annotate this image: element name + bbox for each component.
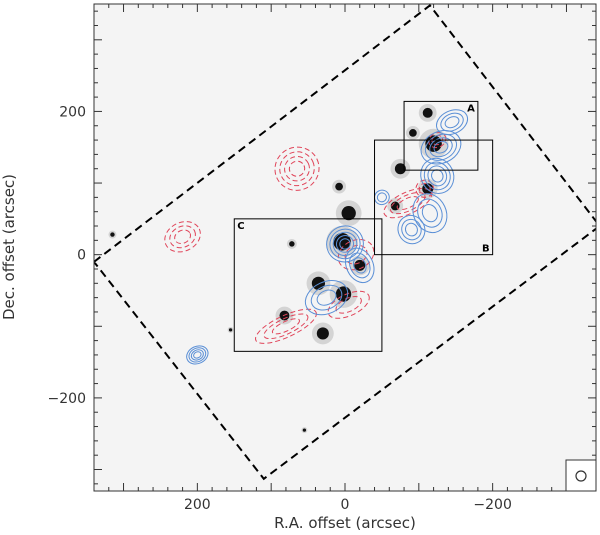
red-contour-7 <box>415 179 435 198</box>
source-7 <box>335 182 343 191</box>
x-axis-title: R.A. offset (arcsec) <box>274 514 416 532</box>
blue-contour-7 <box>352 257 367 274</box>
source-9 <box>333 232 351 251</box>
blue-contour-7 <box>345 247 375 284</box>
blue-contour-9 <box>188 347 207 363</box>
blue-contour-7 <box>348 252 371 279</box>
red-contour-1 <box>279 151 315 187</box>
red-contour-4 <box>344 244 368 265</box>
x-tick-label: −200 <box>473 497 511 513</box>
red-contour-2 <box>174 229 191 244</box>
blue-contour-1 <box>433 140 449 154</box>
source-10 <box>354 259 366 271</box>
red-contour-6 <box>263 313 309 340</box>
red-contour-6 <box>271 318 300 335</box>
blue-contour-4 <box>421 203 438 223</box>
blue-contour-8 <box>310 284 343 311</box>
source-11 <box>311 276 326 290</box>
source-3 <box>409 129 417 137</box>
blue-contour-9 <box>193 351 202 359</box>
source-14 <box>316 327 329 340</box>
red-contour-1 <box>284 156 310 182</box>
box-a-label: A <box>467 103 475 114</box>
x-tick-label: 200 <box>184 497 211 513</box>
blue-contour-2 <box>440 112 464 132</box>
source-17 <box>228 328 233 332</box>
source-4 <box>394 163 406 175</box>
blue-contour-1 <box>429 137 453 158</box>
box-c <box>233 218 383 352</box>
red-contour-1 <box>288 160 306 177</box>
blue-contour-2 <box>444 116 460 129</box>
red-contour-1 <box>274 146 320 191</box>
source-15 <box>289 241 295 247</box>
blue-contour-9 <box>186 345 209 365</box>
red-contour-3 <box>390 192 426 215</box>
box-b-label: B <box>482 244 490 255</box>
source-2 <box>422 107 433 118</box>
blue-contour-5 <box>397 214 426 245</box>
source-12 <box>335 286 352 302</box>
blue-contour-2 <box>436 109 469 136</box>
box-c-label: C <box>237 221 244 232</box>
red-contour-2 <box>164 221 201 253</box>
source-18 <box>302 428 307 432</box>
source-8 <box>341 205 356 221</box>
x-tick-label: 0 <box>341 497 350 513</box>
beam-marker <box>565 459 597 492</box>
box-b <box>374 139 494 256</box>
blue-contour-8 <box>316 289 337 306</box>
blue-contour-6 <box>332 231 358 256</box>
axis-ticks: 200 0 −200 200 0 −200 <box>48 4 597 513</box>
plot-layer: A B C <box>94 4 596 481</box>
blue-contour-5 <box>404 222 418 237</box>
blue-contour-1 <box>420 129 462 165</box>
blue-contour-9 <box>190 349 204 361</box>
red-contour-6 <box>254 308 317 344</box>
blue-contour-8 <box>304 280 349 316</box>
y-axis-title: Dec. offset (arcsec) <box>0 174 18 320</box>
blue-contour-5 <box>401 218 422 241</box>
blue-contour-3 <box>420 157 455 195</box>
red-contour-8 <box>428 132 447 149</box>
blue-contour-10 <box>376 192 387 203</box>
red-contour-2 <box>169 225 196 249</box>
y-tick-label: 0 <box>77 248 86 264</box>
blue-contour-3 <box>427 165 448 187</box>
y-tick-label: −200 <box>48 391 86 407</box>
mosaic-boundary <box>94 4 596 481</box>
box-a <box>403 100 479 171</box>
y-tick-label: 200 <box>59 104 86 120</box>
blue-contour-10 <box>374 189 390 206</box>
blue-contour-6 <box>326 225 364 263</box>
source-16 <box>110 232 115 237</box>
blue-contour-6 <box>339 238 351 250</box>
red-contour-3 <box>396 196 419 211</box>
